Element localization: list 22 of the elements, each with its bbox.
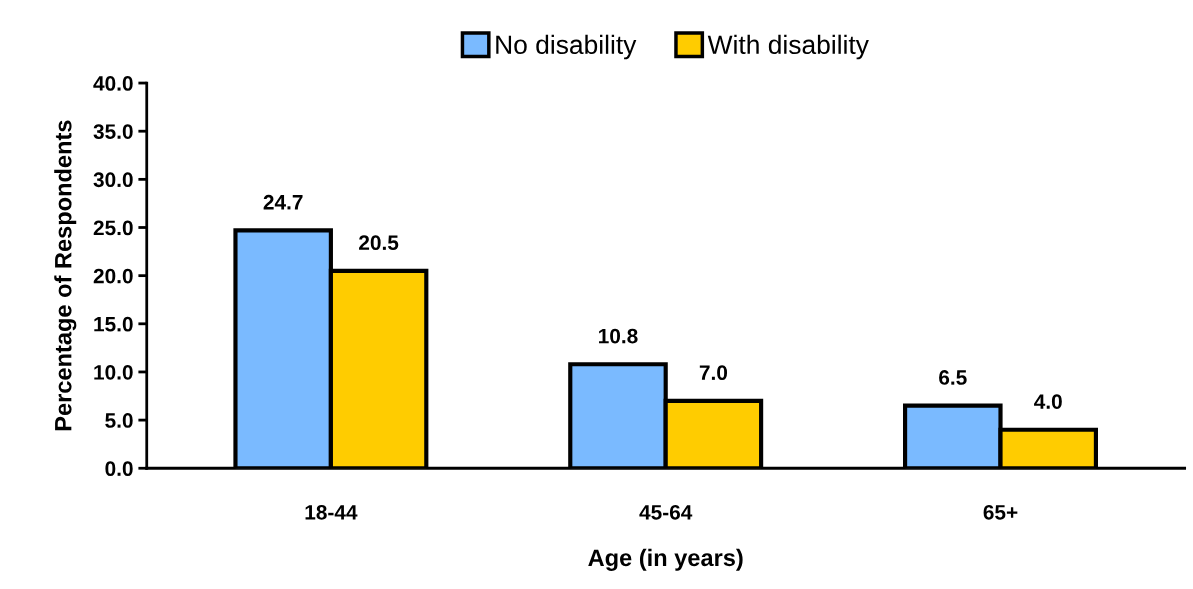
x-tick-label: 18-44 — [305, 504, 358, 520]
legend-label: No disability — [496, 34, 637, 60]
legend-label: With disability — [707, 34, 869, 60]
data-label: 6.5 — [939, 370, 967, 385]
y-tick-label: 10.0 — [94, 364, 133, 380]
data-label: 10.8 — [599, 328, 638, 344]
y-tick-label: 15.0 — [94, 316, 133, 332]
y-tick-label: 30.0 — [93, 172, 133, 188]
y-axis-title: Percentage of Respondents — [54, 120, 77, 431]
y-tick-label: 25.0 — [93, 220, 133, 236]
y-tick-label: 35.0 — [93, 124, 133, 139]
y-tick-label: 40.0 — [93, 76, 133, 91]
x-axis-title: Age (in years) — [588, 548, 743, 571]
data-label: 24.7 — [263, 194, 303, 210]
y-tick-label: 0.0 — [105, 461, 133, 477]
x-tick-label: 65+ — [983, 504, 1018, 520]
x-tick-label: 45-64 — [639, 504, 693, 520]
data-label: 20.5 — [359, 235, 399, 251]
data-label: 4.0 — [1034, 394, 1062, 409]
data-label: 7.0 — [699, 365, 728, 381]
y-tick-label: 20.0 — [93, 268, 133, 284]
y-tick-label: 5.0 — [105, 413, 133, 428]
